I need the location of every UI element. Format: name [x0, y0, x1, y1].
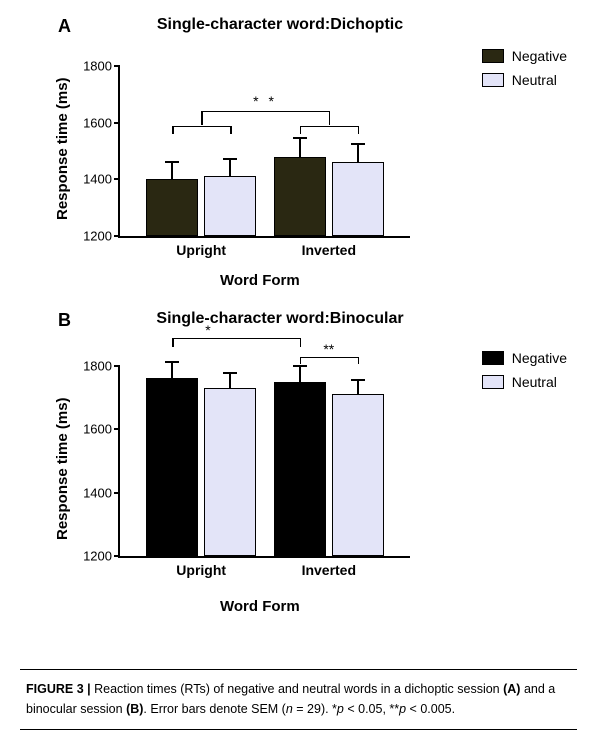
errorbar: [171, 361, 173, 378]
panel-a-plot: 1200140016001800UprightInverted* *: [118, 66, 410, 238]
panel-a-title: Single-character word:Dichoptic: [130, 16, 430, 34]
legend-swatch-negative-b: [482, 351, 504, 365]
panel-a-legend: Negative Neutral: [482, 48, 567, 96]
errorbar-cap: [165, 361, 179, 363]
legend-label-negative: Negative: [512, 48, 567, 64]
errorbar: [299, 365, 301, 381]
sig-connector: [201, 111, 203, 125]
ytick-mark: [114, 65, 120, 67]
bar: [204, 388, 256, 556]
caption-B: (B): [126, 702, 143, 716]
sig-top-leg: [300, 338, 302, 348]
panel-b-xlabel: Word Form: [220, 598, 300, 615]
bar: [332, 162, 384, 236]
caption-label: FIGURE 3 |: [26, 682, 91, 696]
sig-label-top: *: [205, 322, 210, 338]
bar: [274, 382, 326, 556]
panel-b-plot: 1200140016001800UprightInverted***: [118, 366, 410, 558]
bar: [146, 179, 198, 236]
xtick-label: Inverted: [302, 242, 356, 258]
bar: [204, 176, 256, 236]
errorbar: [299, 137, 301, 157]
legend-label-neutral: Neutral: [512, 72, 557, 88]
xtick-label: Upright: [176, 242, 226, 258]
panel-b-ylabel: Response time (ms): [54, 397, 71, 540]
errorbar: [357, 143, 359, 162]
sig-sub-leg: [172, 126, 174, 135]
legend-item-neutral-b: Neutral: [482, 374, 567, 390]
bar: [332, 394, 384, 556]
panel-a-ylabel: Response time (ms): [54, 77, 71, 220]
ytick-mark: [114, 555, 120, 557]
legend-swatch-negative: [482, 49, 504, 63]
sig-right-leg: [300, 357, 302, 365]
sig-sub-leg: [300, 126, 302, 135]
ytick-mark: [114, 122, 120, 124]
bar: [274, 157, 326, 236]
sig-right-leg: [358, 357, 360, 365]
caption-t1: Reaction times (RTs) of negative and neu…: [91, 682, 503, 696]
panel-b: B Single-character word:Binocular Respon…: [30, 310, 567, 630]
caption-t3: . Error bars denote SEM (: [143, 702, 285, 716]
caption-t6: < 0.005.: [406, 702, 455, 716]
legend-label-negative-b: Negative: [512, 350, 567, 366]
figure-page: A Single-character word:Dichoptic Respon…: [0, 0, 597, 742]
sig-main-bracket: [201, 111, 329, 112]
errorbar-cap: [223, 158, 237, 160]
caption-A: (A): [503, 682, 520, 696]
errorbar-cap: [293, 137, 307, 139]
sig-sub-bracket: [300, 126, 358, 127]
ytick-mark: [114, 365, 120, 367]
errorbar-cap: [165, 161, 179, 163]
errorbar: [357, 379, 359, 394]
ytick-mark: [114, 178, 120, 180]
figure-caption: FIGURE 3 | Reaction times (RTs) of negat…: [20, 669, 577, 730]
legend-item-negative: Negative: [482, 48, 567, 64]
sig-sub-bracket: [172, 126, 230, 127]
caption-p1: p: [337, 702, 344, 716]
errorbar-cap: [351, 143, 365, 145]
errorbar: [229, 372, 231, 388]
errorbar: [229, 158, 231, 176]
errorbar: [171, 161, 173, 179]
panel-a-xlabel: Word Form: [220, 272, 300, 289]
legend-swatch-neutral-b: [482, 375, 504, 389]
sig-label: * *: [253, 93, 277, 109]
ytick-mark: [114, 235, 120, 237]
caption-n: n: [286, 702, 293, 716]
bar: [146, 378, 198, 556]
sig-connector: [329, 111, 331, 125]
legend-item-neutral: Neutral: [482, 72, 567, 88]
ytick-mark: [114, 492, 120, 494]
sig-sub-leg: [230, 126, 232, 135]
caption-t4: = 29). *: [293, 702, 337, 716]
sig-right-bracket: [300, 357, 358, 358]
errorbar-cap: [293, 365, 307, 367]
panel-b-legend: Negative Neutral: [482, 350, 567, 398]
legend-label-neutral-b: Neutral: [512, 374, 557, 390]
xtick-label: Upright: [176, 562, 226, 578]
panel-a-letter: A: [58, 16, 71, 37]
errorbar-cap: [351, 379, 365, 381]
sig-top-bracket: [172, 338, 300, 339]
xtick-label: Inverted: [302, 562, 356, 578]
caption-t5: < 0.05, **: [344, 702, 399, 716]
sig-sub-leg: [358, 126, 360, 135]
panel-a: A Single-character word:Dichoptic Respon…: [30, 10, 567, 300]
sig-top-leg: [172, 338, 174, 348]
legend-swatch-neutral: [482, 73, 504, 87]
sig-label-right: **: [323, 341, 334, 357]
legend-item-negative-b: Negative: [482, 350, 567, 366]
ytick-mark: [114, 428, 120, 430]
errorbar-cap: [223, 372, 237, 374]
panel-b-title: Single-character word:Binocular: [130, 310, 430, 328]
panel-b-letter: B: [58, 310, 71, 331]
